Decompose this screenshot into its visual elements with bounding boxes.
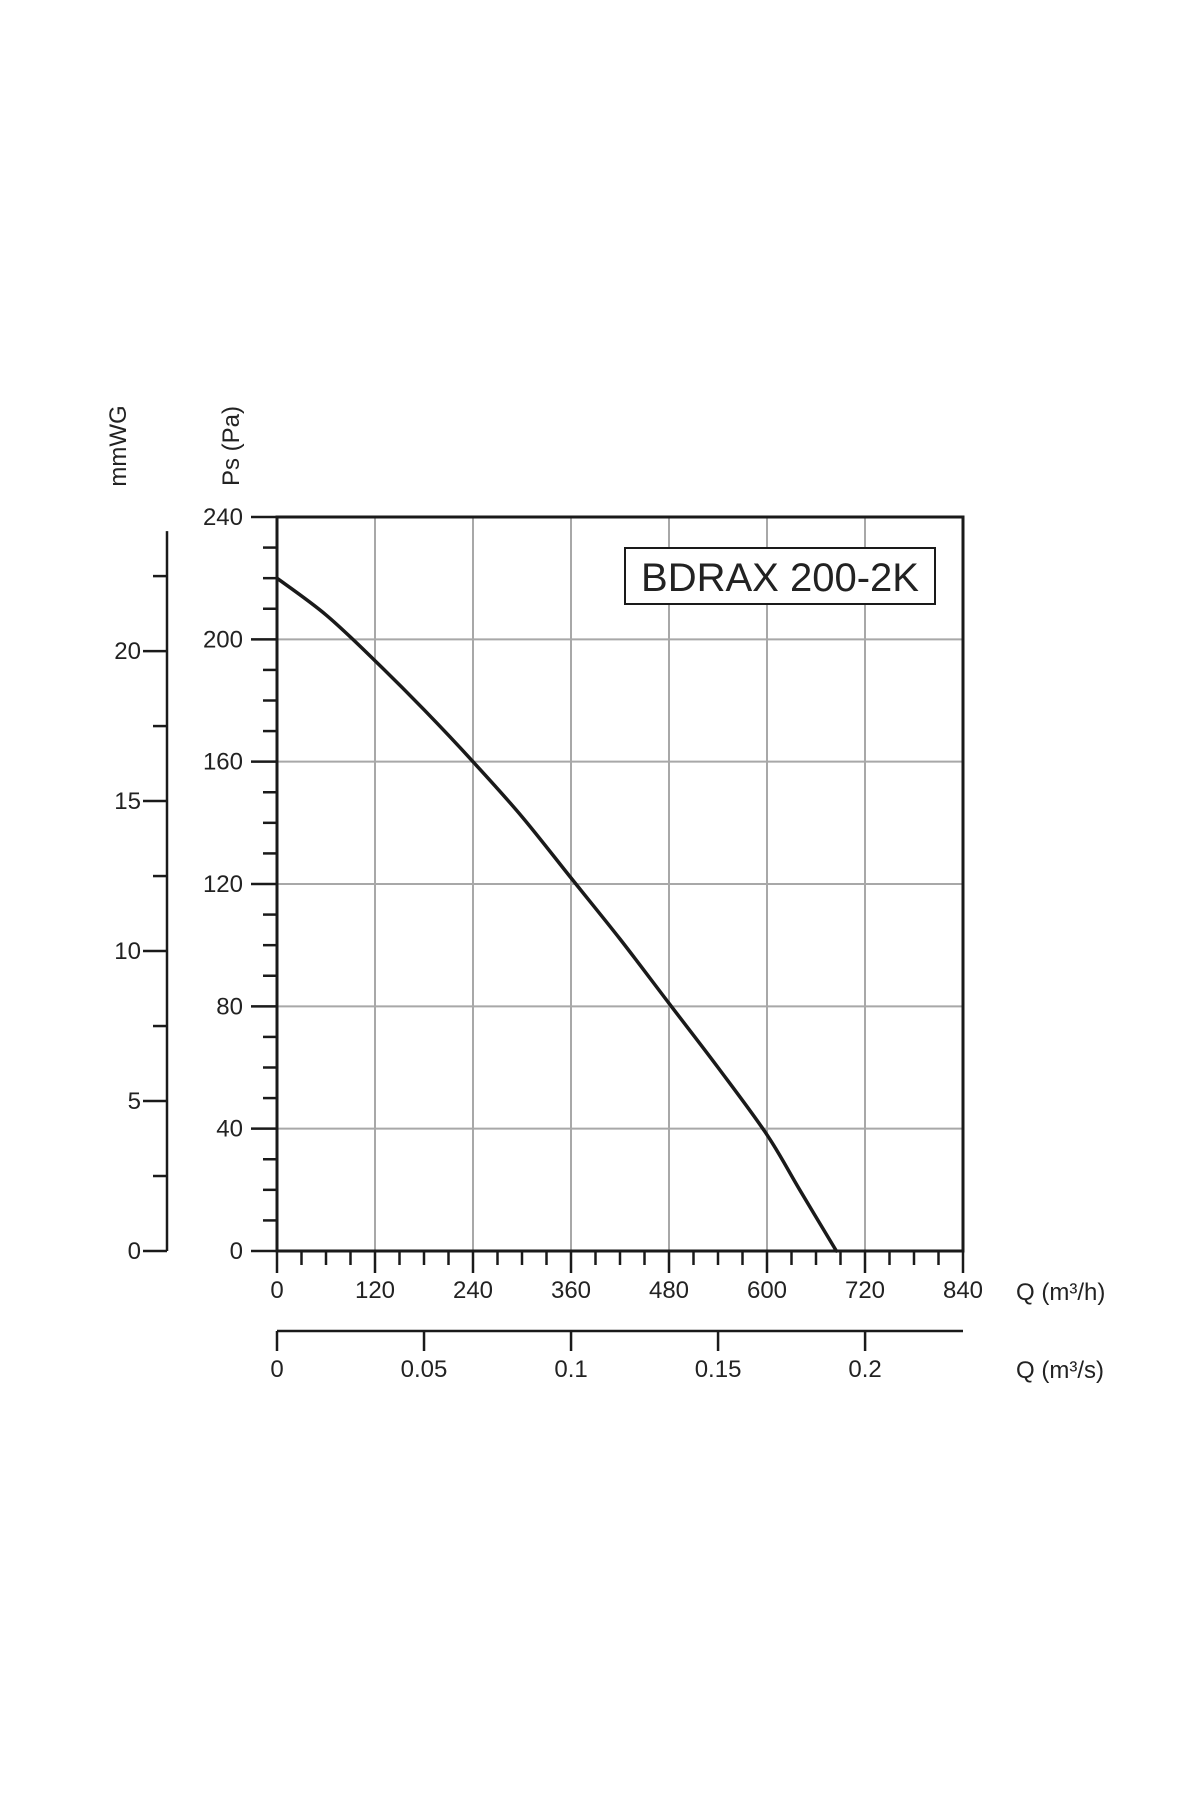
y-tick-label: 40	[216, 1116, 243, 1143]
y2-tick-label: 0	[128, 1238, 141, 1265]
y2-axis-label: mmWG	[105, 405, 132, 486]
chart-title: BDRAX 200-2K	[641, 556, 919, 600]
model-label-box: BDRAX 200-2K	[624, 547, 936, 605]
x-tick-label: 480	[649, 1277, 689, 1304]
x2-tick-label: 0.2	[848, 1356, 881, 1383]
x-tick-label: 0	[270, 1277, 283, 1304]
x-tick-label: 720	[845, 1277, 885, 1304]
x2-tick-label: 0.15	[695, 1356, 742, 1383]
y2-tick-label: 20	[114, 638, 141, 665]
grid	[277, 517, 963, 1251]
y-tick-label: 0	[230, 1238, 243, 1265]
x2-axis-label: Q (m³/s)	[1016, 1357, 1104, 1384]
series	[275, 576, 839, 1253]
x2-tick-label: 0.1	[554, 1356, 587, 1383]
x-tick-label: 240	[453, 1277, 493, 1304]
y-tick-label: 80	[216, 993, 243, 1020]
y-tick-label: 240	[203, 504, 243, 531]
tick-labels: 0 120 240 360 480 600 720 840040801201602002400…	[114, 504, 983, 1383]
y2-tick-label: 5	[128, 1088, 141, 1115]
y2-tick-label: 15	[114, 788, 141, 815]
y-tick-label: 200	[203, 626, 243, 653]
fan-curve-line	[275, 576, 839, 1253]
y-tick-label: 120	[203, 871, 243, 898]
x-tick-label: 120	[355, 1277, 395, 1304]
x-tick-label: 360	[551, 1277, 591, 1304]
x-tick-label: 600	[747, 1277, 787, 1304]
model-label-frame	[624, 547, 936, 605]
y-axis-label: Ps (Pa)	[218, 406, 245, 486]
x2-tick-label: 0	[270, 1356, 283, 1383]
x2-tick-label: 0.05	[401, 1356, 448, 1383]
y-tick-label: 160	[203, 749, 243, 776]
x-axis-label: Q (m³/h)	[1016, 1279, 1105, 1306]
x-tick-label: 840	[943, 1277, 983, 1304]
y2-tick-label: 10	[114, 938, 141, 965]
axes	[143, 515, 965, 1351]
